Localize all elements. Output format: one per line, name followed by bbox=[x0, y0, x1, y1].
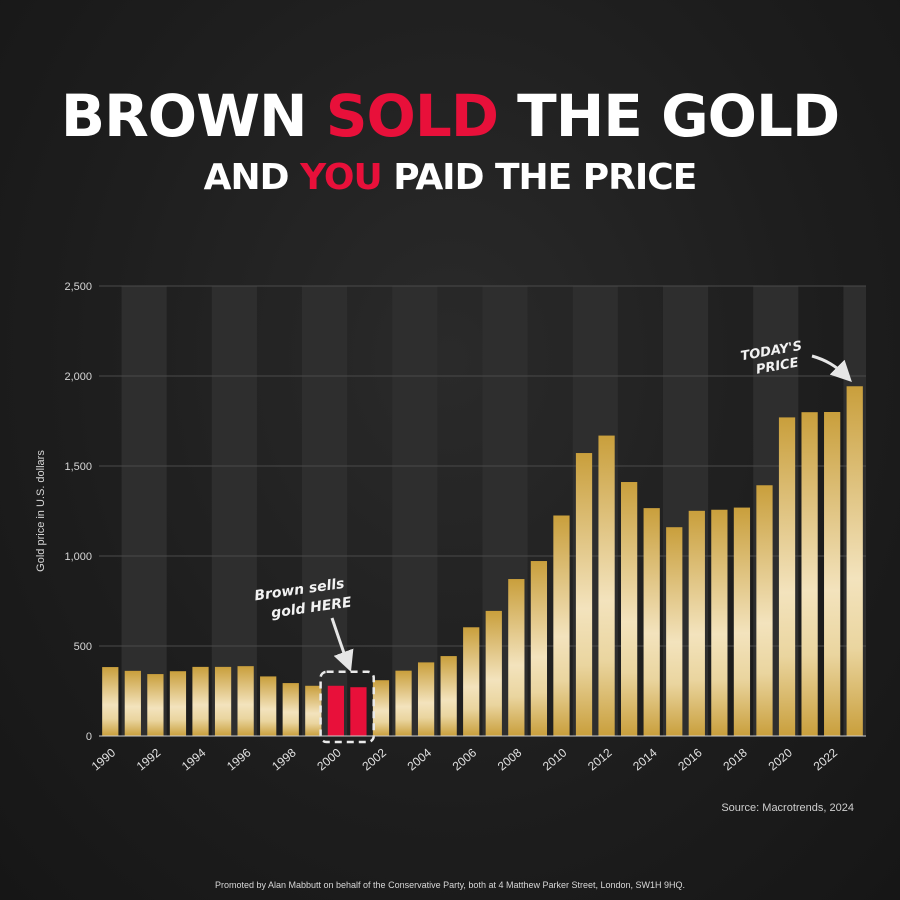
annotation-arrow-brown bbox=[330, 617, 354, 672]
x-tick-label: 1998 bbox=[269, 745, 299, 773]
headline-sub-after: PAID THE PRICE bbox=[381, 157, 697, 198]
x-tick-label: 2014 bbox=[630, 745, 660, 773]
bar-1997 bbox=[260, 676, 277, 736]
bar-2021 bbox=[801, 412, 818, 736]
headline-main: BROWN SOLD THE GOLD bbox=[0, 82, 900, 150]
y-tick-label: 0 bbox=[86, 731, 92, 743]
x-tick-label: 1990 bbox=[89, 745, 119, 773]
bar-2006 bbox=[463, 627, 480, 736]
y-axis-label: Gold price in U.S. dollars bbox=[35, 450, 47, 572]
x-tick-label: 1996 bbox=[224, 745, 254, 773]
y-tick-label: 500 bbox=[74, 641, 92, 653]
bar-2012 bbox=[598, 435, 615, 736]
background-stripe bbox=[211, 286, 257, 736]
bar-1991 bbox=[124, 670, 141, 736]
bar-1996 bbox=[237, 666, 254, 736]
background-stripe bbox=[121, 286, 167, 736]
y-tick-label: 1,500 bbox=[64, 461, 92, 473]
x-tick-label: 2020 bbox=[766, 745, 796, 773]
bar-2005 bbox=[440, 656, 457, 736]
headline-sub-accent: YOU bbox=[300, 157, 383, 198]
bar-2018 bbox=[733, 507, 751, 736]
bar-2009 bbox=[530, 561, 548, 736]
y-tick-label: 2,500 bbox=[64, 281, 92, 293]
bar-2011 bbox=[575, 453, 593, 736]
headline-main-accent: SOLD bbox=[325, 82, 499, 150]
bar-1993 bbox=[169, 671, 187, 736]
x-tick-label: 2022 bbox=[811, 745, 841, 773]
bar-2017 bbox=[711, 509, 728, 736]
x-axis-ticks: 1990 1992 1994 1996 1998 2000 2002 2004 2006 2008… bbox=[89, 745, 841, 773]
x-tick-label: 2018 bbox=[720, 745, 750, 773]
source-note: Source: Macrotrends, 2024 bbox=[721, 802, 854, 814]
y-tick-label: 1,000 bbox=[64, 551, 92, 563]
bar-1990 bbox=[102, 667, 119, 736]
bar-2010 bbox=[553, 515, 570, 736]
bar-2003 bbox=[395, 670, 412, 736]
bar-1998 bbox=[282, 683, 299, 736]
headline-main-before: BROWN bbox=[60, 82, 326, 150]
headline-sub: AND YOU PAID THE PRICE bbox=[0, 157, 900, 198]
bar-2016 bbox=[688, 510, 705, 736]
bar-1994 bbox=[192, 666, 209, 736]
x-tick-label: 2012 bbox=[585, 745, 615, 773]
bar-2013 bbox=[621, 482, 638, 736]
x-tick-label: 1994 bbox=[179, 745, 209, 773]
bar-2022 bbox=[824, 412, 841, 736]
bar-1999 bbox=[305, 685, 322, 736]
bar-1995 bbox=[214, 666, 232, 736]
x-tick-label: 2008 bbox=[495, 745, 525, 773]
bar-2020 bbox=[778, 417, 796, 736]
bar-2019 bbox=[756, 485, 773, 736]
bar-2000 bbox=[327, 685, 344, 736]
x-tick-label: 2000 bbox=[314, 745, 344, 773]
highlight-box bbox=[319, 670, 375, 744]
bar-2002 bbox=[372, 680, 390, 736]
x-tick-label: 1992 bbox=[134, 745, 164, 773]
bar-2008 bbox=[508, 579, 525, 736]
x-tick-label: 2016 bbox=[675, 745, 705, 773]
x-tick-label: 2004 bbox=[405, 745, 435, 773]
bars bbox=[102, 386, 863, 744]
y-tick-label: 2,000 bbox=[64, 371, 92, 383]
bar-2007 bbox=[485, 610, 502, 736]
background-stripe bbox=[392, 286, 438, 736]
y-axis-ticks: 0 500 1,000 1,500 2,000 2,500 bbox=[64, 281, 92, 743]
x-tick-label: 2006 bbox=[450, 745, 480, 773]
bar-2014 bbox=[643, 508, 660, 736]
bar-2001 bbox=[350, 687, 367, 736]
background-stripe bbox=[302, 286, 348, 736]
x-tick-label: 2010 bbox=[540, 745, 570, 773]
bar-2015 bbox=[666, 527, 683, 736]
x-tick-label: 2002 bbox=[359, 745, 389, 773]
annotation-todays-line2: PRICE bbox=[755, 355, 800, 377]
headline-sub-before: AND bbox=[203, 157, 301, 198]
bar-2023 bbox=[846, 386, 863, 736]
promoted-by-footer: Promoted by Alan Mabbutt on behalf of th… bbox=[214, 880, 686, 890]
annotation-arrow-today bbox=[811, 354, 852, 382]
bar-1992 bbox=[147, 674, 164, 736]
headline-main-after: THE GOLD bbox=[497, 82, 840, 150]
bar-2004 bbox=[417, 662, 435, 736]
